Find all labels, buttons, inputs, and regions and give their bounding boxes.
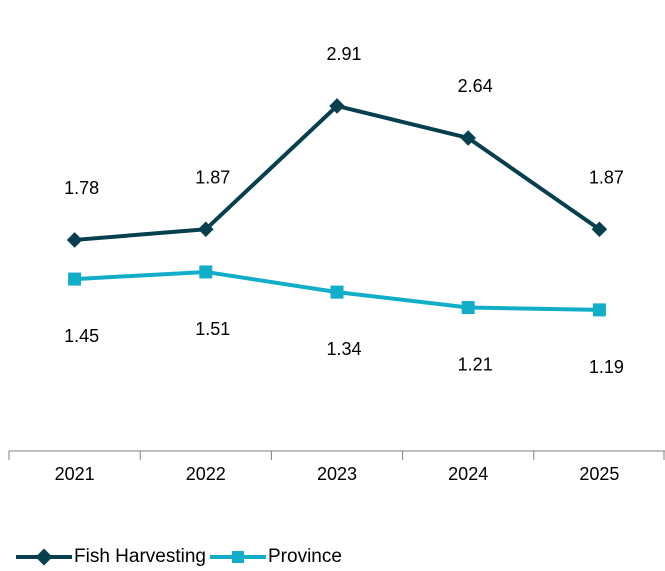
legend-label-province: Province [268,546,342,567]
x-tick-label-2021: 2021 [55,464,95,484]
point-province-2022 [199,265,213,279]
point-province-2023 [330,285,344,299]
data-labels: 1.78 1.87 2.91 2.64 1.87 1.45 1.51 1.34 1.21 1.19 [64,44,624,377]
point-province-2024 [461,301,475,315]
legend-label-fish-harvesting: Fish Harvesting [74,546,206,567]
x-tick-label-2023: 2023 [317,464,357,484]
data-label-province-2022: 1.51 [195,319,230,339]
data-label-fish-harvesting-2025: 1.87 [589,167,624,187]
data-label-province-2024: 1.21 [458,355,493,375]
point-province-2025 [592,303,606,317]
data-label-province-2025: 1.19 [589,357,624,377]
point-fish-harvesting-2025 [591,221,608,238]
data-label-province-2021: 1.45 [64,326,99,346]
data-label-fish-harvesting-2024: 2.64 [458,76,493,96]
legend-item-fish-harvesting: Fish Harvesting [14,546,206,568]
data-label-fish-harvesting-2021: 1.78 [64,178,99,198]
series-lines [74,103,601,312]
data-label-fish-harvesting-2023: 2.91 [326,44,361,64]
point-province-2021 [68,272,82,286]
point-fish-harvesting-2021 [66,232,83,248]
point-fish-harvesting-2022 [198,221,214,238]
legend-swatch-fish-harvesting [16,548,72,566]
data-label-fish-harvesting-2022: 1.87 [195,167,230,187]
x-tick-label-2024: 2024 [448,464,488,484]
series-line-fish-harvesting [74,103,601,242]
line-chart: 2021 2022 2023 2024 2025 1.78 1.87 2.91 2.64 1.8… [8,44,665,484]
legend-swatch-province [210,551,266,563]
series-markers [66,98,608,317]
x-tick-label-2022: 2022 [186,464,226,484]
legend: Fish Harvesting Province [14,543,342,571]
x-axis: 2021 2022 2023 2024 2025 [8,450,665,484]
data-label-province-2023: 1.34 [326,339,361,359]
x-tick-label-2025: 2025 [579,464,619,484]
legend-item-province: Province [208,546,342,568]
point-fish-harvesting-2024 [460,130,476,146]
